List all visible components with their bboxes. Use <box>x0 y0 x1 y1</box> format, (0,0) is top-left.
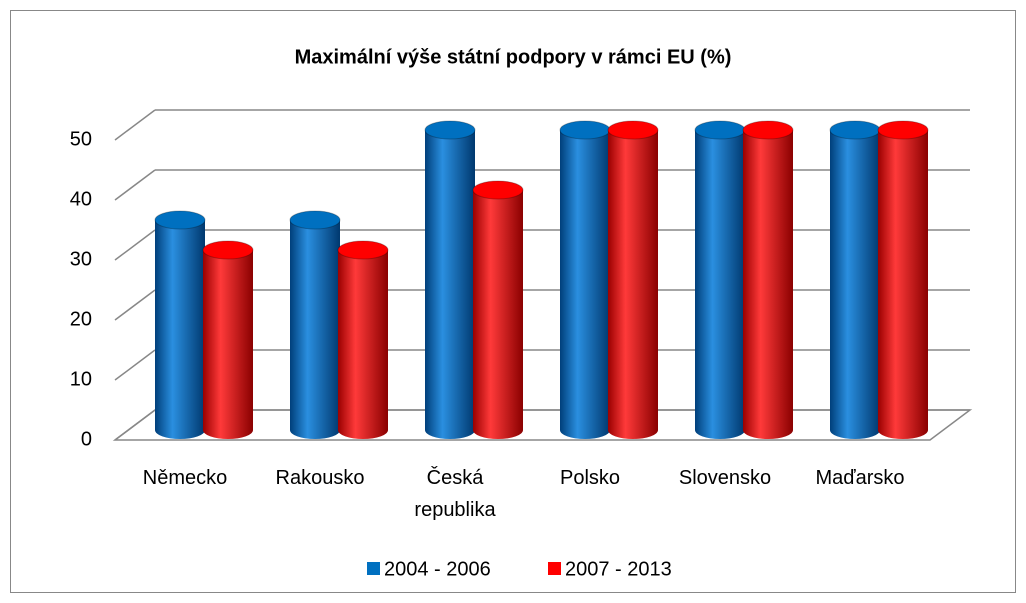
bar-top <box>559 120 611 140</box>
x-tick-label: Německo <box>142 467 228 489</box>
bar-top <box>472 180 524 200</box>
legend-swatch <box>367 562 380 575</box>
bar <box>695 130 745 430</box>
bar-top <box>289 210 341 230</box>
bar <box>608 130 658 430</box>
bar <box>425 130 475 430</box>
grid-line <box>114 169 156 201</box>
bar-top <box>154 210 206 230</box>
bar <box>338 250 388 430</box>
grid-line <box>114 289 156 321</box>
y-tick-label: 20 <box>70 308 92 330</box>
y-tick-label: 10 <box>70 368 92 390</box>
x-tick-label: Slovensko <box>678 467 772 489</box>
y-tick-label: 0 <box>81 428 92 450</box>
bar <box>203 250 253 430</box>
bar-top <box>424 120 476 140</box>
legend-label: 2004 - 2006 <box>384 558 491 580</box>
y-tick-label: 50 <box>70 128 92 150</box>
bar <box>290 220 340 430</box>
bar <box>560 130 610 430</box>
grid-line <box>114 229 156 261</box>
bar <box>473 190 523 430</box>
bar-top <box>202 240 254 260</box>
bar-top <box>877 120 929 140</box>
bar-top <box>829 120 881 140</box>
x-tick-label: Česká republika <box>414 467 496 521</box>
chart-title: Maximální výše státní podpory v rámci EU… <box>295 46 732 68</box>
x-tick-label: Polsko <box>559 467 621 489</box>
y-tick-label: 30 <box>70 248 92 270</box>
bar <box>830 130 880 430</box>
bar-top <box>742 120 794 140</box>
legend-swatch <box>548 562 561 575</box>
bar <box>155 220 205 430</box>
bar-top <box>337 240 389 260</box>
y-tick-label: 40 <box>70 188 92 210</box>
grid-line <box>114 349 156 381</box>
grid-line <box>114 109 156 141</box>
bar-top <box>694 120 746 140</box>
bar-top <box>607 120 659 140</box>
bar <box>743 130 793 430</box>
bar <box>878 130 928 430</box>
x-tick-label: Maďarsko <box>815 467 905 489</box>
grid-line <box>114 409 156 441</box>
legend-label: 2007 - 2013 <box>565 558 672 580</box>
x-tick-label: Rakousko <box>275 467 365 489</box>
